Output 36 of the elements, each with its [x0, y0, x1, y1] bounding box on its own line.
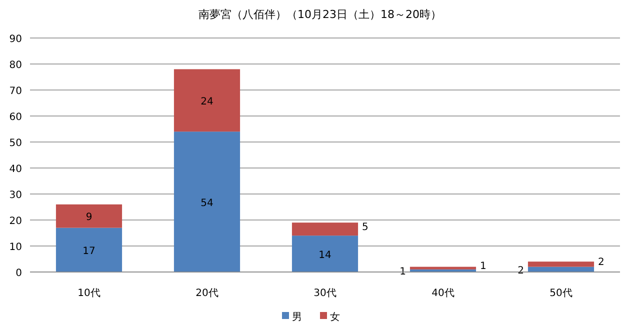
data-label: 14	[318, 250, 332, 261]
y-tick-label: 10	[9, 242, 22, 253]
legend-label: 女	[330, 311, 340, 323]
x-tick-label: 10代	[78, 288, 100, 299]
data-label: 54	[200, 198, 214, 209]
bar	[528, 262, 594, 267]
x-tick-label: 20代	[196, 288, 218, 299]
bar	[174, 69, 240, 132]
y-tick-label: 40	[9, 164, 22, 175]
data-label: 24	[200, 96, 214, 108]
y-tick-label: 80	[9, 60, 22, 71]
bar	[292, 236, 358, 272]
data-label: 17	[82, 246, 96, 257]
bar	[56, 204, 122, 228]
bar	[56, 228, 122, 272]
bar	[174, 132, 240, 272]
y-tick-label: 20	[9, 216, 22, 227]
data-label: 9	[86, 212, 92, 224]
y-tick-label: 90	[9, 34, 22, 45]
x-tick-label: 50代	[550, 288, 572, 299]
data-label: 2	[598, 257, 604, 268]
y-tick-label: 0	[16, 268, 22, 279]
x-tick-label: 40代	[432, 288, 454, 299]
bar	[292, 222, 358, 236]
legend-label: 男	[292, 312, 302, 323]
y-tick-label: 60	[9, 112, 22, 123]
data-label: 1	[480, 261, 486, 272]
y-tick-label: 30	[9, 190, 22, 201]
data-label: 2	[518, 265, 524, 276]
bar	[410, 266, 476, 270]
chart-title: 南夢宮（八佰伴）（10月23日（土）18～20時）	[198, 8, 442, 21]
y-tick-label: 70	[9, 86, 22, 97]
x-tick-label: 30代	[314, 288, 336, 299]
data-label: 1	[400, 266, 406, 278]
y-tick-label: 50	[9, 138, 22, 149]
data-label: 5	[362, 222, 368, 234]
